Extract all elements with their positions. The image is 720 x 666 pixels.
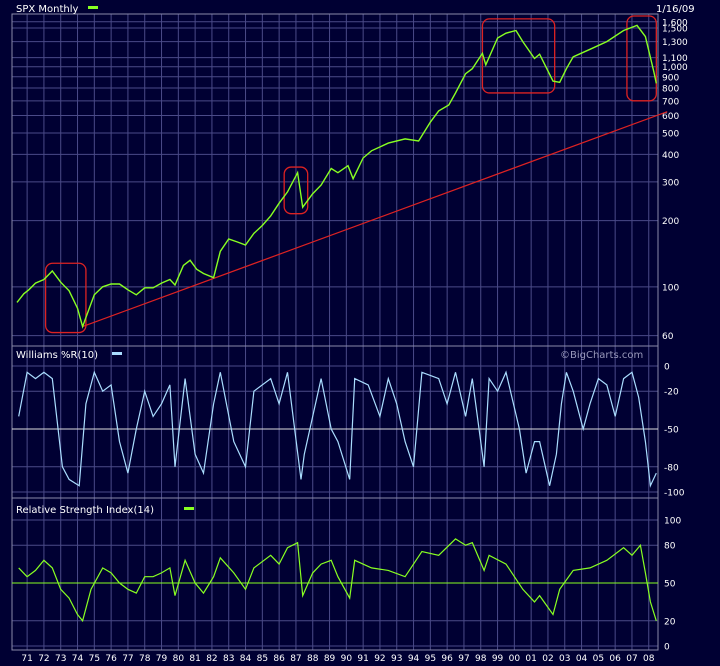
x-tick-label: 76 — [105, 654, 117, 664]
rsi-series-line — [18, 538, 657, 623]
x-tick-label: 84 — [240, 654, 252, 664]
x-tick-label: 95 — [425, 654, 436, 664]
x-tick-label: 73 — [55, 654, 66, 664]
x-tick-label: 08 — [643, 654, 655, 664]
x-tick-label: 99 — [492, 654, 504, 664]
price-legend-swatch — [88, 6, 98, 9]
rsi-title: Relative Strength Index(14) — [16, 505, 154, 516]
x-tick-label: 04 — [576, 654, 588, 664]
price-tick-label: 100 — [662, 283, 679, 293]
rsi-tick-label: 0 — [664, 643, 670, 653]
williams-axis: 0 -20 -50 -80 -100 — [664, 363, 685, 499]
rsi-tick-label: 50 — [664, 580, 676, 590]
rsi-panel-frame — [11, 497, 659, 651]
x-tick-label: 03 — [559, 654, 570, 664]
x-tick-label: 96 — [441, 654, 453, 664]
rsi-tick-label: 100 — [664, 517, 681, 527]
x-tick-label: 94 — [408, 654, 420, 664]
x-tick-label: 93 — [391, 654, 402, 664]
x-axis: 71 72 73 74 75 76 77 78 79 80 81 82 83 84 85 86 87 88 89 90… — [21, 654, 654, 664]
price-title: SPX Monthly — [16, 4, 79, 15]
williams-tick-label: -100 — [664, 489, 685, 499]
rsi-tick-label: 20 — [664, 617, 676, 627]
x-tick-label: 90 — [341, 654, 353, 664]
chart-date: 1/16/09 — [656, 4, 695, 15]
rsi-panel: 100 80 50 20 0 Relative Strength Index(14) — [11, 497, 681, 653]
trendline — [82, 111, 668, 328]
x-tick-label: 89 — [324, 654, 336, 664]
x-tick-label: 85 — [257, 654, 268, 664]
price-grid — [12, 14, 658, 346]
x-tick-label: 82 — [206, 654, 217, 664]
price-tick-label: 400 — [662, 151, 679, 161]
x-tick-label: 00 — [509, 654, 521, 664]
rsi-legend-swatch — [184, 507, 194, 510]
x-tick-label: 07 — [626, 654, 637, 664]
x-tick-label: 79 — [156, 654, 168, 664]
price-series-line — [16, 24, 657, 329]
price-tick-label: 1,600 — [662, 18, 688, 28]
x-tick-label: 02 — [542, 654, 553, 664]
x-tick-label: 05 — [593, 654, 604, 664]
watermark: ©BigCharts.com — [560, 350, 643, 361]
x-tick-label: 86 — [273, 654, 285, 664]
x-tick-label: 74 — [72, 654, 84, 664]
highlight-box — [283, 166, 309, 215]
williams-tick-label: -20 — [664, 388, 679, 398]
price-tick-label: 500 — [662, 129, 679, 139]
williams-title: Williams %R(10) — [16, 350, 98, 361]
x-tick-label: 98 — [475, 654, 487, 664]
williams-tick-label: -50 — [664, 426, 679, 436]
price-tick-label: 300 — [662, 178, 679, 188]
x-tick-label: 83 — [223, 654, 234, 664]
x-tick-label: 97 — [458, 654, 469, 664]
rsi-axis: 100 80 50 20 0 — [664, 517, 681, 653]
x-tick-label: 87 — [290, 654, 301, 664]
x-tick-label: 91 — [357, 654, 368, 664]
price-tick-label: 1,000 — [662, 63, 688, 73]
x-tick-label: 80 — [173, 654, 185, 664]
price-tick-label: 600 — [662, 112, 679, 122]
rsi-grid — [12, 498, 658, 650]
highlight-box — [626, 15, 657, 102]
williams-tick-label: -80 — [664, 463, 679, 473]
x-tick-label: 88 — [307, 654, 319, 664]
x-tick-label: 72 — [38, 654, 49, 664]
price-tick-label: 900 — [662, 73, 679, 83]
price-tick-label: 60 — [662, 332, 674, 342]
williams-series-line — [18, 370, 657, 488]
price-tick-label: 800 — [662, 85, 679, 95]
x-tick-label: 06 — [609, 654, 621, 664]
x-tick-label: 71 — [21, 654, 32, 664]
price-tick-label: 1,100 — [662, 54, 688, 64]
price-tick-label: 1,500 — [662, 24, 688, 34]
price-tick-label: 200 — [662, 217, 679, 227]
williams-legend-swatch — [112, 352, 122, 355]
price-tick-label: 1,300 — [662, 38, 688, 48]
x-tick-label: 78 — [139, 654, 151, 664]
rsi-tick-label: 80 — [664, 542, 676, 552]
price-tick-label: 700 — [662, 97, 679, 107]
x-tick-label: 81 — [189, 654, 200, 664]
x-tick-label: 92 — [374, 654, 385, 664]
x-tick-label: 75 — [89, 654, 100, 664]
highlight-box — [44, 262, 87, 334]
williams-tick-label: 0 — [664, 363, 670, 373]
x-tick-label: 01 — [525, 654, 536, 664]
x-tick-label: 77 — [122, 654, 133, 664]
